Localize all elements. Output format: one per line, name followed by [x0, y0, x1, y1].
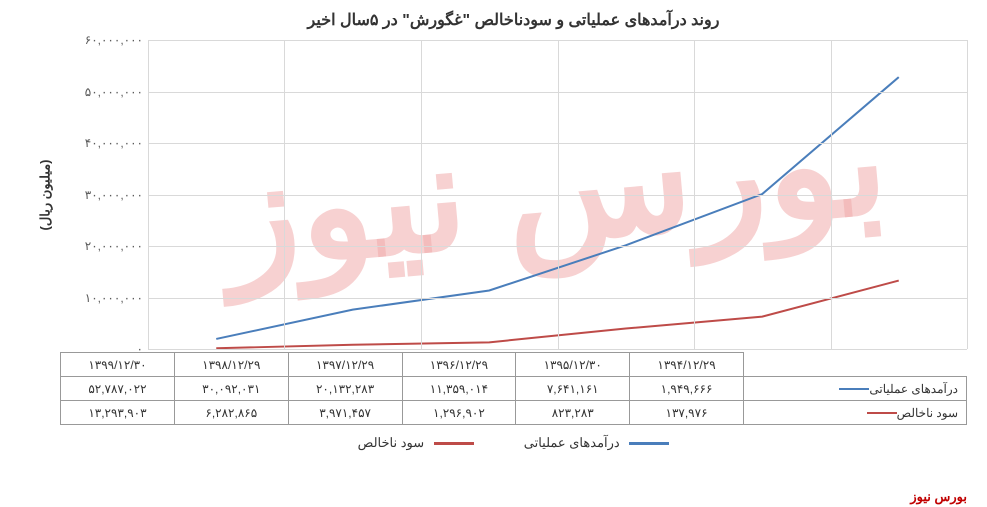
value-cell: ۶,۲۸۲,۸۶۵	[174, 401, 288, 425]
series-color-swatch	[867, 412, 897, 414]
value-cell: ۵۲,۷۸۷,۰۲۲	[61, 377, 175, 401]
legend-item: سود ناخالص	[358, 435, 474, 451]
y-tick: ۶۰,۰۰۰,۰۰۰	[63, 33, 143, 47]
data-table: ۱۳۹۴/۱۲/۲۹۱۳۹۵/۱۲/۳۰۱۳۹۶/۱۲/۲۹۱۳۹۷/۱۲/۲۹…	[60, 352, 967, 425]
xgrid	[558, 40, 559, 349]
legend: درآمدهای عملیاتی سود ناخالص	[60, 435, 967, 451]
y-tick: ۳۰,۰۰۰,۰۰۰	[63, 188, 143, 202]
series-row-header: درآمدهای عملیاتی	[743, 377, 966, 401]
legend-label: درآمدهای عملیاتی	[524, 435, 624, 450]
category-cell: ۱۳۹۹/۱۲/۳۰	[61, 353, 175, 377]
gridline	[148, 349, 967, 350]
y-tick: ۵۰,۰۰۰,۰۰۰	[63, 85, 143, 99]
xgrid	[831, 40, 832, 349]
xgrid	[284, 40, 285, 349]
chart-title: روند درآمدهای عملیاتی و سودناخالص "غگورش…	[60, 10, 967, 30]
legend-label: سود ناخالص	[358, 435, 428, 450]
y-tick: ۱۰,۰۰۰,۰۰۰	[63, 291, 143, 305]
category-cell: ۱۳۹۵/۱۲/۳۰	[516, 353, 630, 377]
category-cell: ۱۳۹۴/۱۲/۲۹	[630, 353, 744, 377]
legend-swatch	[629, 442, 669, 445]
xgrid	[694, 40, 695, 349]
value-cell: ۱,۹۴۹,۶۶۶	[630, 377, 744, 401]
plot: بورس نیوز ۰۱۰,۰۰۰,۰۰۰۲۰,۰۰۰,۰۰۰۳۰,۰۰۰,۰۰…	[148, 40, 967, 350]
category-cell: ۱۳۹۸/۱۲/۲۹	[174, 353, 288, 377]
y-tick: ۰	[63, 342, 143, 356]
series-color-swatch	[839, 388, 869, 390]
xgrid	[421, 40, 422, 349]
category-cell: ۱۳۹۶/۱۲/۲۹	[402, 353, 516, 377]
xgrid	[967, 40, 968, 349]
value-cell: ۳,۹۷۱,۴۵۷	[288, 401, 402, 425]
legend-item: درآمدهای عملیاتی	[524, 435, 670, 451]
legend-swatch	[434, 442, 474, 445]
series-row-header: سود ناخالص	[743, 401, 966, 425]
value-cell: ۲۰,۱۳۲,۲۸۳	[288, 377, 402, 401]
chart-container: روند درآمدهای عملیاتی و سودناخالص "غگورش…	[0, 0, 987, 507]
footer-brand: بورس نیوز	[910, 489, 967, 505]
value-cell: ۱۳,۲۹۳,۹۰۳	[61, 401, 175, 425]
value-cell: ۱,۲۹۶,۹۰۲	[402, 401, 516, 425]
y-tick: ۴۰,۰۰۰,۰۰۰	[63, 136, 143, 150]
value-cell: ۷,۶۴۱,۱۶۱	[516, 377, 630, 401]
value-cell: ۱۱,۳۵۹,۰۱۴	[402, 377, 516, 401]
category-cell: ۱۳۹۷/۱۲/۲۹	[288, 353, 402, 377]
value-cell: ۳۰,۰۹۲,۰۳۱	[174, 377, 288, 401]
plot-area: (میلیون ریال) بورس نیوز ۰۱۰,۰۰۰,۰۰۰۲۰,۰۰…	[60, 40, 967, 350]
y-tick: ۲۰,۰۰۰,۰۰۰	[63, 239, 143, 253]
xgrid	[148, 40, 149, 349]
value-cell: ۱۳۷,۹۷۶	[630, 401, 744, 425]
y-axis-label: (میلیون ریال)	[37, 160, 53, 231]
value-cell: ۸۲۳,۲۸۳	[516, 401, 630, 425]
